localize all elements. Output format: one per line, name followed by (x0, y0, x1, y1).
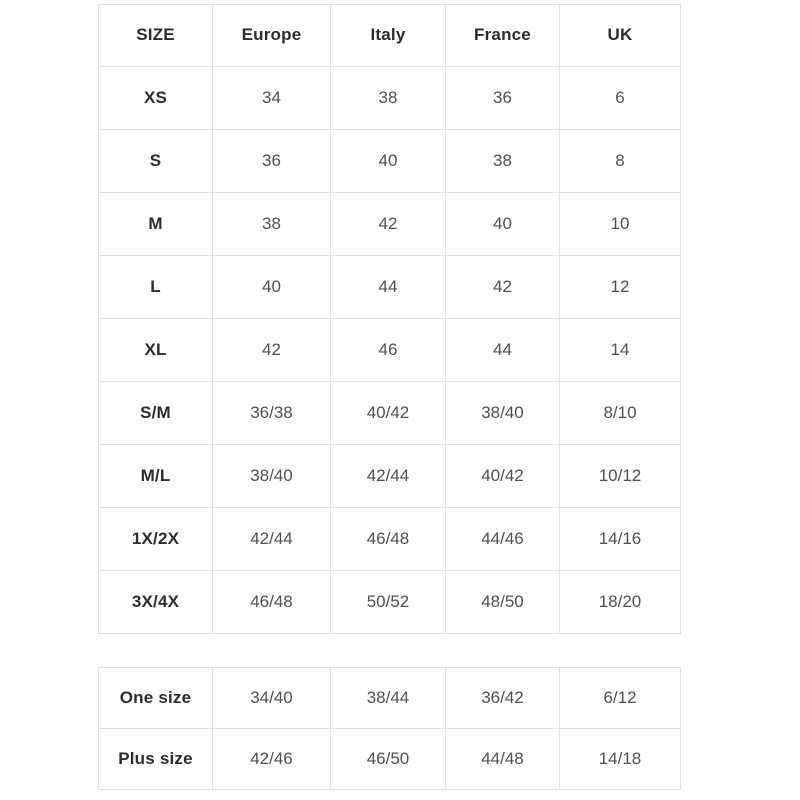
cell-value: 38 (445, 129, 560, 193)
cell-value: 40/42 (445, 444, 560, 508)
table-row: M 38 42 40 10 (98, 192, 681, 256)
cell-value: 42 (330, 192, 446, 256)
row-label: S/M (98, 381, 213, 445)
cell-value: 14/18 (559, 728, 681, 790)
cell-value: 38 (212, 192, 331, 256)
column-header-size: SIZE (98, 4, 213, 67)
cell-value: 42 (212, 318, 331, 382)
cell-value: 14 (559, 318, 681, 382)
cell-value: 38/40 (445, 381, 560, 445)
size-chart-container: SIZE Europe Italy France UK XS 34 38 36 … (98, 4, 681, 790)
cell-value: 10 (559, 192, 681, 256)
table-row: Plus size 42/46 46/50 44/48 14/18 (98, 728, 681, 790)
cell-value: 38/40 (212, 444, 331, 508)
size-conversion-table: SIZE Europe Italy France UK XS 34 38 36 … (98, 4, 681, 634)
cell-value: 36 (445, 66, 560, 130)
cell-value: 42/44 (212, 507, 331, 571)
cell-value: 8/10 (559, 381, 681, 445)
cell-value: 46 (330, 318, 446, 382)
row-label: L (98, 255, 213, 319)
table-row: One size 34/40 38/44 36/42 6/12 (98, 667, 681, 729)
cell-value: 36/42 (445, 667, 560, 729)
cell-value: 48/50 (445, 570, 560, 634)
column-header-france: France (445, 4, 560, 67)
cell-value: 6 (559, 66, 681, 130)
cell-value: 46/48 (330, 507, 446, 571)
table-row: XS 34 38 36 6 (98, 66, 681, 130)
table-row: 3X/4X 46/48 50/52 48/50 18/20 (98, 570, 681, 634)
table-header-row: SIZE Europe Italy France UK (98, 4, 681, 67)
cell-value: 34 (212, 66, 331, 130)
cell-value: 36/38 (212, 381, 331, 445)
cell-value: 38 (330, 66, 446, 130)
cell-value: 40/42 (330, 381, 446, 445)
cell-value: 38/44 (330, 667, 446, 729)
cell-value: 44/46 (445, 507, 560, 571)
table-row: S 36 40 38 8 (98, 129, 681, 193)
cell-value: 36 (212, 129, 331, 193)
row-label: One size (98, 667, 213, 729)
table-row: 1X/2X 42/44 46/48 44/46 14/16 (98, 507, 681, 571)
column-header-europe: Europe (212, 4, 331, 67)
cell-value: 40 (445, 192, 560, 256)
cell-value: 8 (559, 129, 681, 193)
cell-value: 6/12 (559, 667, 681, 729)
table-row: S/M 36/38 40/42 38/40 8/10 (98, 381, 681, 445)
row-label: M/L (98, 444, 213, 508)
cell-value: 46/48 (212, 570, 331, 634)
special-sizes-container: One size 34/40 38/44 36/42 6/12 Plus siz… (98, 667, 681, 790)
row-label: M (98, 192, 213, 256)
special-sizes-table: One size 34/40 38/44 36/42 6/12 Plus siz… (98, 667, 681, 790)
cell-value: 42 (445, 255, 560, 319)
cell-value: 44 (445, 318, 560, 382)
cell-value: 14/16 (559, 507, 681, 571)
cell-value: 46/50 (330, 728, 446, 790)
column-header-italy: Italy (330, 4, 446, 67)
cell-value: 50/52 (330, 570, 446, 634)
cell-value: 44/48 (445, 728, 560, 790)
row-label: S (98, 129, 213, 193)
row-label: 3X/4X (98, 570, 213, 634)
table-row: XL 42 46 44 14 (98, 318, 681, 382)
cell-value: 10/12 (559, 444, 681, 508)
row-label: Plus size (98, 728, 213, 790)
cell-value: 40 (330, 129, 446, 193)
cell-value: 12 (559, 255, 681, 319)
column-header-uk: UK (559, 4, 681, 67)
cell-value: 42/44 (330, 444, 446, 508)
row-label: XL (98, 318, 213, 382)
cell-value: 42/46 (212, 728, 331, 790)
table-row: M/L 38/40 42/44 40/42 10/12 (98, 444, 681, 508)
row-label: 1X/2X (98, 507, 213, 571)
cell-value: 34/40 (212, 667, 331, 729)
cell-value: 18/20 (559, 570, 681, 634)
table-row: L 40 44 42 12 (98, 255, 681, 319)
cell-value: 44 (330, 255, 446, 319)
cell-value: 40 (212, 255, 331, 319)
row-label: XS (98, 66, 213, 130)
